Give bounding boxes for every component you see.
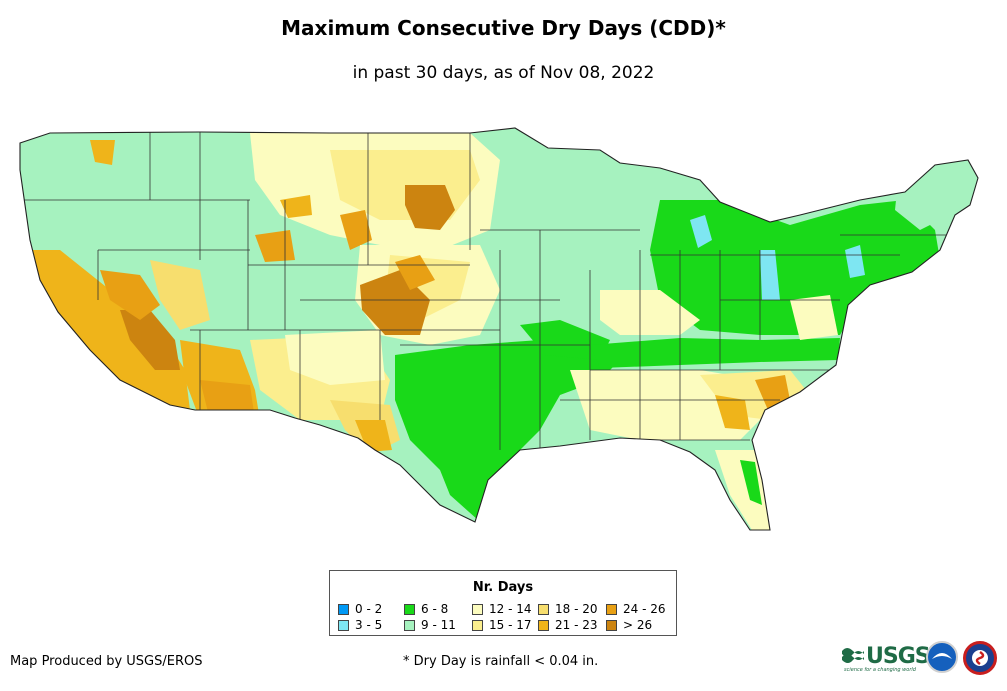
dry-day-note: * Dry Day is rainfall < 0.04 in. [403, 654, 599, 669]
region-sd-dry [405, 185, 455, 230]
region-nv [100, 270, 160, 320]
us-outline [19, 127, 979, 531]
region-ozarks-green [520, 320, 610, 360]
legend-swatch [606, 604, 617, 615]
credit-text: Map Produced by USGS/EROS [10, 654, 203, 669]
legend-label: 18 - 20 [555, 602, 598, 616]
legend-swatch [338, 620, 349, 631]
legend-swatch [472, 620, 483, 631]
legend-swatch [538, 620, 549, 631]
legend-item-6-8: 6 - 8 [404, 602, 448, 616]
region-az-24 [200, 380, 255, 420]
legend-label: 0 - 2 [355, 602, 383, 616]
legend-item-12-14: 12 - 14 [472, 602, 532, 616]
legend-label: 12 - 14 [489, 602, 532, 616]
region-tx-ok-green [395, 340, 620, 520]
usgs-logo-text: USGS [866, 644, 931, 669]
map-subtitle: in past 30 days, as of Nov 08, 2022 [352, 63, 655, 83]
legend-swatch [472, 604, 483, 615]
legend-label: 24 - 26 [623, 602, 666, 616]
region-mid-atlantic [790, 295, 838, 340]
region-ca-interior [120, 310, 180, 370]
legend-item-24-26: 24 - 26 [606, 602, 666, 616]
legend-swatch [338, 604, 349, 615]
legend-item-9-11: 9 - 11 [404, 618, 456, 632]
region-california [25, 250, 190, 410]
legend-swatch [404, 604, 415, 615]
region-wy-spot [280, 195, 312, 218]
legend-item-21-23: 21 - 23 [538, 618, 598, 632]
legend-item-3-5: 3 - 5 [338, 618, 382, 632]
region-pa-blue [760, 250, 780, 300]
nws-logo-icon [963, 641, 997, 675]
legend-item-0-2: 0 - 2 [338, 602, 382, 616]
usgs-tagline: science for a changing world [844, 667, 916, 673]
region-tn-green [590, 338, 840, 368]
region-co-24 [395, 255, 435, 290]
legend-item-18-20: 18 - 20 [538, 602, 598, 616]
region-new-england [895, 160, 975, 230]
noaa-logo-icon [926, 641, 958, 673]
legend-box: Nr. Days 0 - 2 3 - 5 6 - 8 9 - 11 12 - 1… [329, 570, 677, 636]
legend-swatch [538, 604, 549, 615]
nws-storm-icon [972, 650, 988, 666]
legend-label: 6 - 8 [421, 602, 449, 616]
map-fill-layer [20, 128, 978, 530]
legend-title: Nr. Days [472, 580, 534, 595]
region-nm-12 [285, 330, 385, 385]
legend-item-gt-26: > 26 [606, 618, 652, 632]
border-lines-horizontal [20, 199, 960, 441]
region-michigan-blue [690, 215, 712, 248]
legend-label: > 26 [623, 618, 653, 632]
region-id-spot [90, 140, 115, 165]
region-fl-green [740, 460, 762, 505]
region-midwest-yellow [600, 290, 700, 335]
region-ga-21 [715, 395, 750, 430]
legend-label: 3 - 5 [355, 618, 383, 632]
region-great-lakes [650, 200, 940, 335]
legend-label: 15 - 17 [489, 618, 532, 632]
region-ny-blue [845, 245, 865, 278]
state-boundaries [20, 132, 960, 455]
legend-swatch [404, 620, 415, 631]
agency-logos: USGS science for a changing world [842, 640, 1007, 680]
usgs-wave-icon [842, 648, 864, 663]
region-nv-18 [150, 260, 210, 330]
region-ne-dry [340, 210, 372, 250]
legend-label: 21 - 23 [555, 618, 598, 632]
noaa-bird-icon [932, 653, 952, 659]
usgs-logo: USGS [842, 644, 931, 669]
region-florida [715, 450, 772, 530]
legend-label: 9 - 11 [421, 618, 456, 632]
legend-item-15-17: 15 - 17 [472, 618, 532, 632]
legend-swatch [606, 620, 617, 631]
map-title: Maximum Consecutive Dry Days (CDD)* [281, 16, 726, 40]
region-wtx-21 [355, 420, 392, 452]
